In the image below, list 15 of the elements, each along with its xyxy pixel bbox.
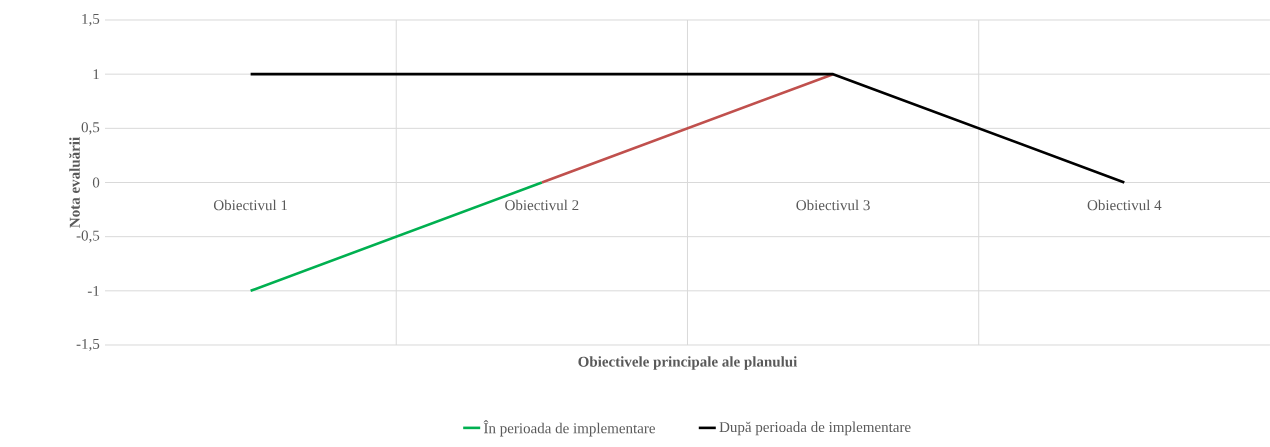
x-tick-label: Obiectivul 1 <box>213 199 288 211</box>
legend-label: În perioada de implementare <box>483 420 655 437</box>
y-tick-label: -1 <box>87 285 99 296</box>
y-axis-title: Nota evaluării <box>69 137 80 228</box>
y-tick-label: 1,5 <box>82 13 100 27</box>
x-tick-label: Obiectivul 3 <box>796 199 870 211</box>
x-tick-label: Obiectivul 4 <box>1087 199 1162 211</box>
y-tick-label: 0 <box>92 177 100 188</box>
y-tick-label: 0,5 <box>81 122 100 135</box>
x-tick-label: Obiectivul 2 <box>505 199 579 211</box>
y-tick-label: 1 <box>93 69 99 80</box>
y-tick-label: -0,5 <box>76 230 100 243</box>
x-axis-title: Obiectivele principale ale planului <box>578 356 798 370</box>
legend-label: După perioada de implementare <box>719 421 911 436</box>
y-tick-label: -1,5 <box>76 338 100 352</box>
